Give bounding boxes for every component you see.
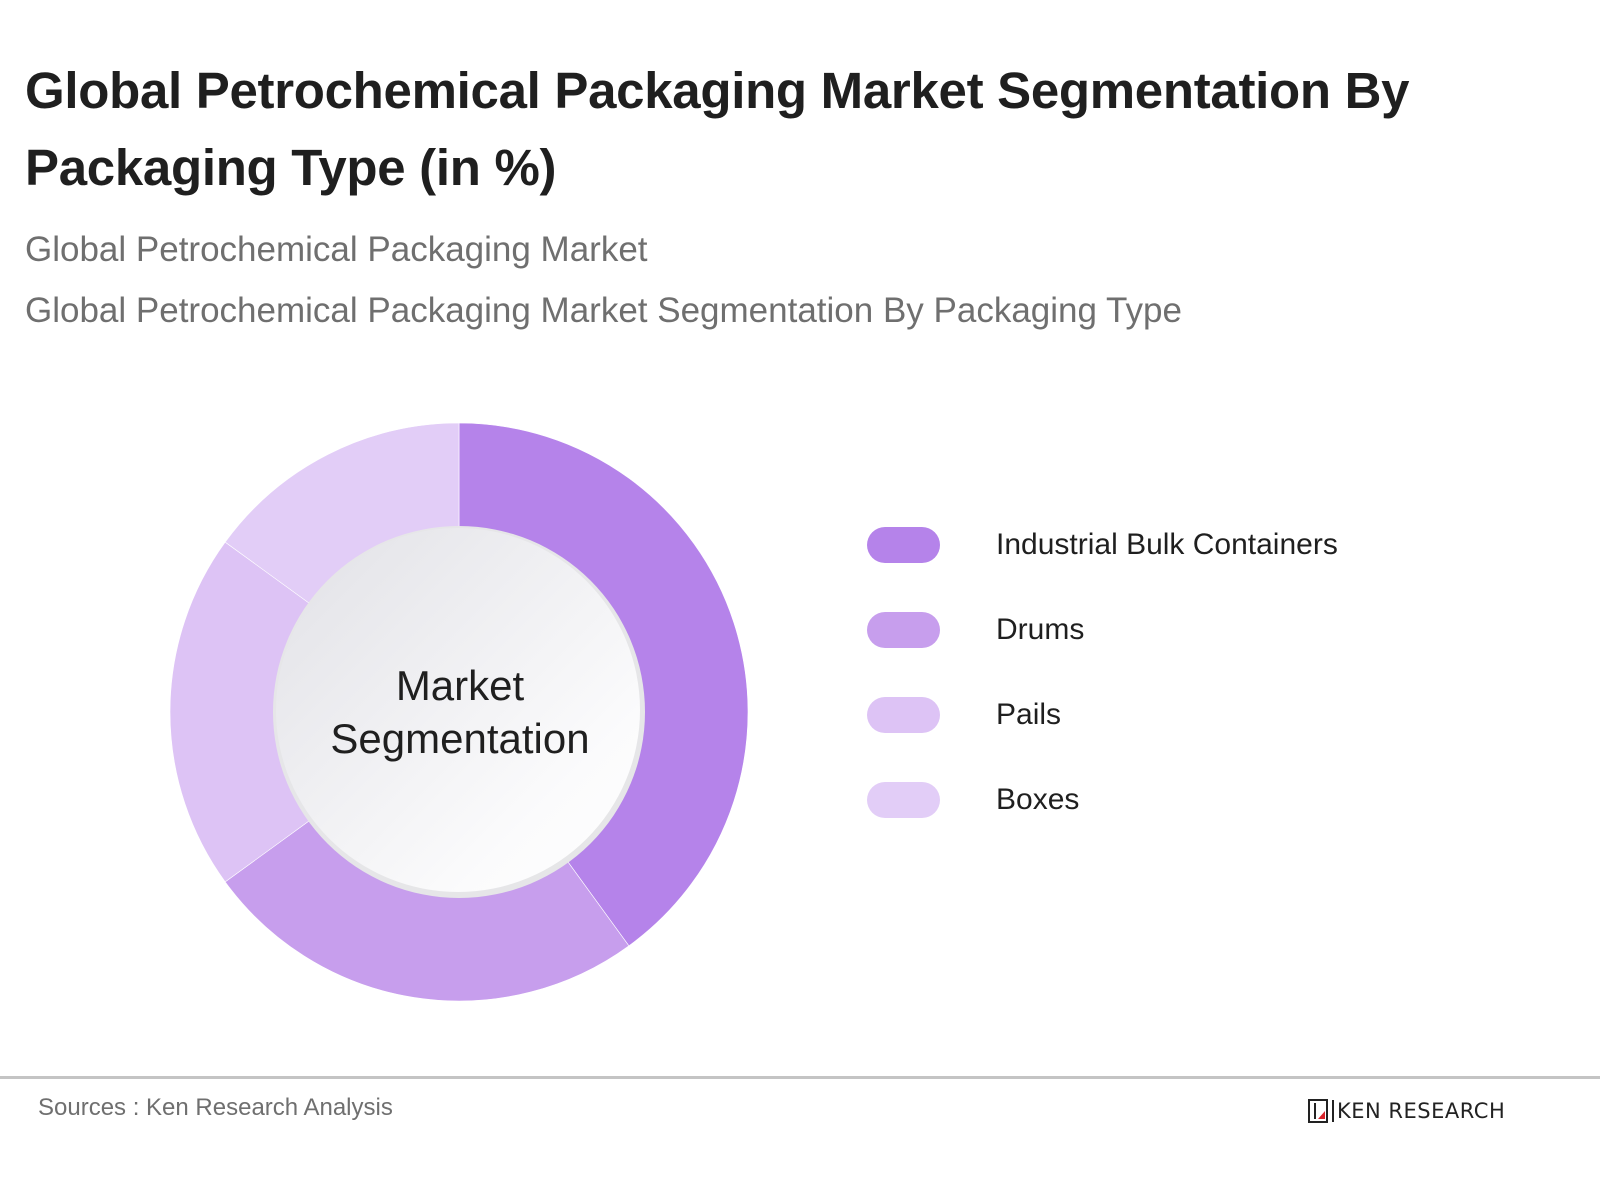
chart-title: Global Petrochemical Packaging Market Se… (25, 62, 1410, 196)
legend-label: Pails (996, 698, 1062, 731)
legend-swatch-icon (867, 527, 940, 563)
legend-swatch-icon (867, 612, 940, 648)
donut-chart: Market Segmentation (160, 412, 760, 1012)
legend-label: Drums (996, 613, 1085, 646)
legend: Industrial Bulk Containers Drums Pails B… (867, 527, 1338, 867)
legend-item-industrial-bulk-containers[interactable]: Industrial Bulk Containers (867, 527, 1338, 563)
source-note: Sources : Ken Research Analysis (38, 1094, 393, 1121)
legend-swatch-icon (867, 782, 940, 818)
legend-swatch-icon (867, 697, 940, 733)
legend-item-pails[interactable]: Pails (867, 697, 1338, 733)
logo-text: KEN RESEARCH (1337, 1099, 1506, 1123)
legend-label: Boxes (996, 783, 1080, 816)
center-hole (276, 528, 640, 892)
legend-label: Industrial Bulk Containers (996, 528, 1338, 561)
ken-research-logo: KEN RESEARCH (1308, 1097, 1505, 1125)
ken-research-k-logo-icon (1308, 1099, 1328, 1123)
donut-chart-svg (169, 422, 749, 1002)
chart-subtitle-segmentation: Global Petrochemical Packaging Market Se… (25, 291, 1182, 330)
logo-separator (1332, 1100, 1334, 1122)
chart-subtitle-market: Global Petrochemical Packaging Market (25, 230, 648, 269)
legend-item-boxes[interactable]: Boxes (867, 782, 1338, 818)
footer-divider (0, 1076, 1600, 1079)
legend-item-drums[interactable]: Drums (867, 612, 1338, 648)
